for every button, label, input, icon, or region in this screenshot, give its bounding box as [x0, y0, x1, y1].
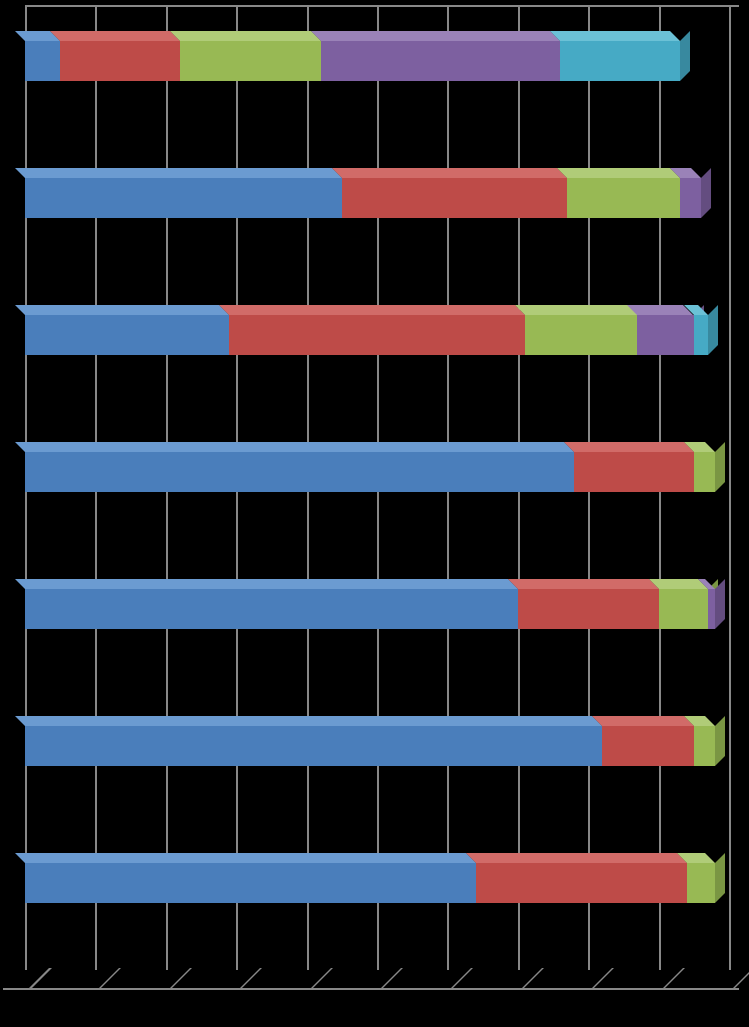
floor-tick [379, 968, 403, 990]
bar-segment [659, 579, 708, 629]
bar-segment [574, 442, 694, 492]
bar-segment [518, 579, 659, 629]
bar-segment [476, 853, 687, 903]
bar-segment [708, 579, 715, 629]
floor-tick [97, 968, 121, 990]
floor-tick [449, 968, 473, 990]
bar-segment [694, 442, 715, 492]
floor-tick [590, 968, 614, 990]
bar-segment [342, 168, 567, 218]
floor-tick [27, 968, 51, 990]
floor-tick [238, 968, 262, 990]
bar-segment [25, 442, 574, 492]
chart-floor [25, 970, 739, 990]
floor-tick [661, 968, 685, 990]
bar-segment [25, 716, 602, 766]
stacked-bar-chart [0, 0, 749, 1027]
bar-row [25, 853, 739, 903]
bar-segment [687, 853, 715, 903]
bar-row [25, 442, 739, 492]
plot-area [25, 5, 739, 990]
bar-row [25, 716, 739, 766]
bar-row [25, 305, 739, 355]
bar-row [25, 168, 739, 218]
bar-row [25, 31, 739, 81]
bar-segment [25, 168, 342, 218]
bar-segment [694, 716, 715, 766]
floor-tick [168, 968, 192, 990]
bar-row [25, 579, 739, 629]
bar-segment [229, 305, 525, 355]
bar-segment [694, 305, 708, 355]
bar-segment [25, 853, 476, 903]
bar-segment [637, 305, 693, 355]
bar-segment [525, 305, 638, 355]
floor-tick [731, 968, 749, 990]
floor-tick [520, 968, 544, 990]
floor-front-edge [3, 988, 739, 990]
bar-segment [602, 716, 694, 766]
bar-segment [25, 31, 60, 81]
bar-segment [680, 168, 701, 218]
bar-segment [25, 305, 229, 355]
bar-segment [60, 31, 180, 81]
bar-segment [560, 31, 680, 81]
bar-segment [180, 31, 321, 81]
bar-segment [321, 31, 560, 81]
floor-tick [309, 968, 333, 990]
bar-segment [25, 579, 518, 629]
bar-segment [567, 168, 680, 218]
